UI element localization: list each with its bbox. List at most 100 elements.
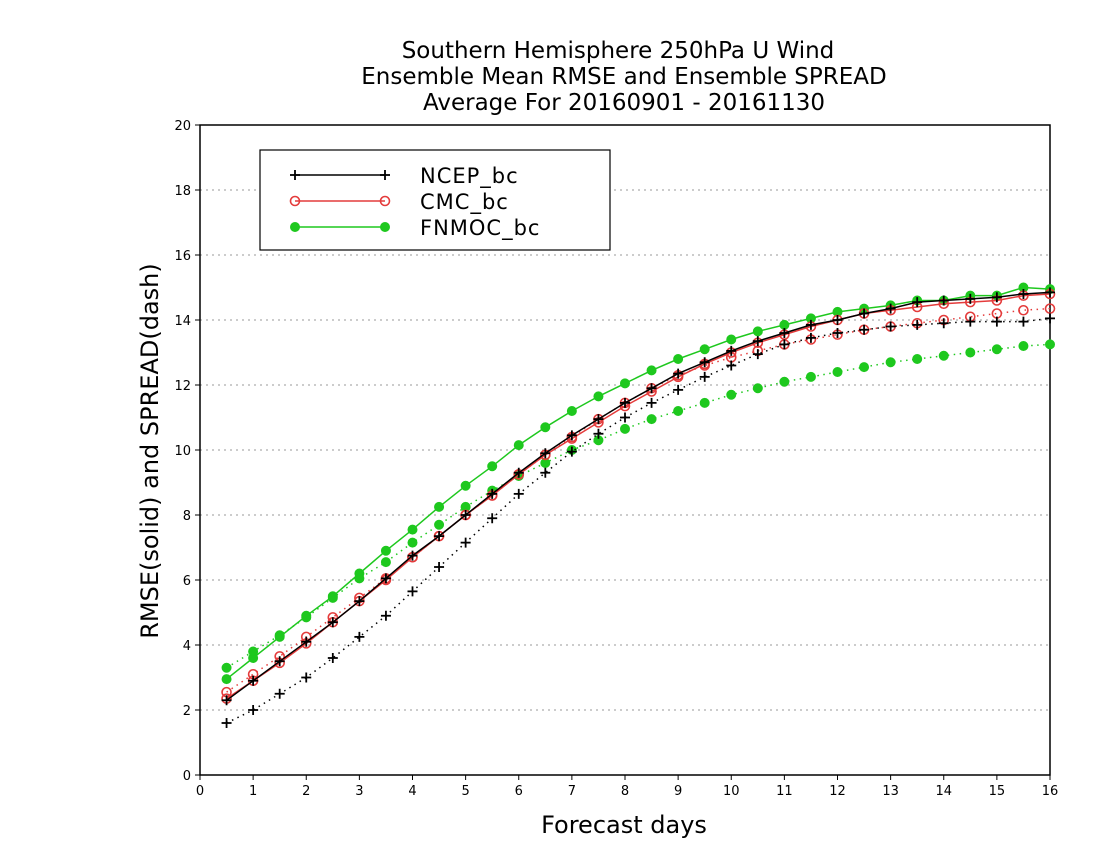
data-point [540,448,551,459]
data-point [699,397,710,408]
title-line-2: Ensemble Mean RMSE and Ensemble SPREAD [361,64,886,90]
data-point [301,672,312,683]
data-point [1045,287,1055,298]
series-layer [221,282,1056,728]
data-point [1018,316,1029,327]
x-tick-label: 6 [515,784,523,799]
series-line [226,286,1051,680]
data-point [1044,303,1056,314]
data-point [938,318,949,329]
data-point [221,674,232,685]
title-line-1: Southern Hemisphere 250hPa U Wind [402,38,835,64]
data-point [434,562,445,572]
y-tick-label: 18 [174,184,191,199]
legend-marker [290,222,300,232]
series-ncep_bc-rmse [221,287,1055,706]
data-point [673,406,684,416]
data-point [434,501,445,512]
data-point [301,612,312,623]
data-point [646,365,657,376]
data-point [1018,341,1029,351]
legend-item-cmc_bc: CMC_bc [289,190,509,215]
data-point [513,467,524,478]
legend-item-fnmoc_bc: FNMOC_bc [290,216,539,241]
data-point [859,362,870,373]
x-tick-label: 4 [408,784,416,799]
data-point [752,326,763,337]
data-point [327,617,338,628]
data-point [248,705,259,715]
data-point [540,458,551,468]
data-point [407,524,418,535]
data-point [620,397,630,408]
data-point [938,350,949,361]
data-point [566,446,577,457]
data-point [593,414,604,425]
legend-label: NCEP_bc [420,164,519,189]
series-fnmoc_bc-rmse [221,282,1055,685]
data-point [885,321,896,332]
x-tick-label: 15 [989,784,1006,799]
y-tick-label: 2 [183,704,191,719]
data-point [221,662,232,673]
data-point [274,688,285,699]
y-tick-label: 0 [183,769,191,784]
data-point [991,292,1002,303]
data-point [965,293,976,304]
y-axis-label: RMSE(solid) and SPREAD(dash) [136,263,164,639]
x-tick-label: 13 [882,784,899,799]
series-cmc_bc-spread [221,303,1056,698]
x-tick-label: 16 [1042,784,1059,799]
legend-label: CMC_bc [420,190,509,215]
data-point [699,357,710,368]
data-point [805,319,816,330]
data-point [593,428,604,439]
data-point [513,440,524,451]
data-point [726,334,737,345]
data-point [885,357,896,368]
data-point [991,316,1002,327]
data-point [380,610,391,621]
series-ncep_bc-spread [221,313,1055,728]
data-point [779,376,790,387]
data-point [779,328,790,338]
data-point [699,344,710,355]
data-point [540,422,551,433]
data-point [380,557,391,568]
data-point [434,519,445,530]
series-line [226,317,1051,724]
data-point [620,423,630,434]
chart-title: Southern Hemisphere 250hPa U Wind Ensemb… [361,38,886,116]
data-point [673,368,684,379]
x-tick-label: 12 [829,784,846,799]
x-tick-label: 7 [568,784,576,799]
legend-item-ncep_bc: NCEP_bc [290,164,519,189]
data-point [965,347,976,358]
x-axis-label: Forecast days [541,811,707,839]
series-cmc_bc-rmse [221,288,1056,704]
data-point [673,384,684,395]
data-point [1018,304,1029,316]
data-point [407,537,418,548]
data-point [912,319,923,330]
data-point [540,467,551,478]
data-point [726,345,737,356]
x-tick-label: 10 [723,784,740,799]
y-tick-label: 20 [174,119,191,134]
data-point [699,371,710,382]
grid-lines [200,189,1050,711]
data-point [434,531,445,542]
data-point [380,545,391,556]
data-point [938,295,949,306]
data-point [380,573,391,584]
data-point [991,344,1002,355]
data-point [248,675,259,686]
data-point [752,349,763,360]
data-point [832,367,843,377]
legend-marker [379,195,391,207]
y-tick-label: 8 [183,509,191,524]
series-line [226,343,1051,669]
x-tick-label: 14 [935,784,952,799]
